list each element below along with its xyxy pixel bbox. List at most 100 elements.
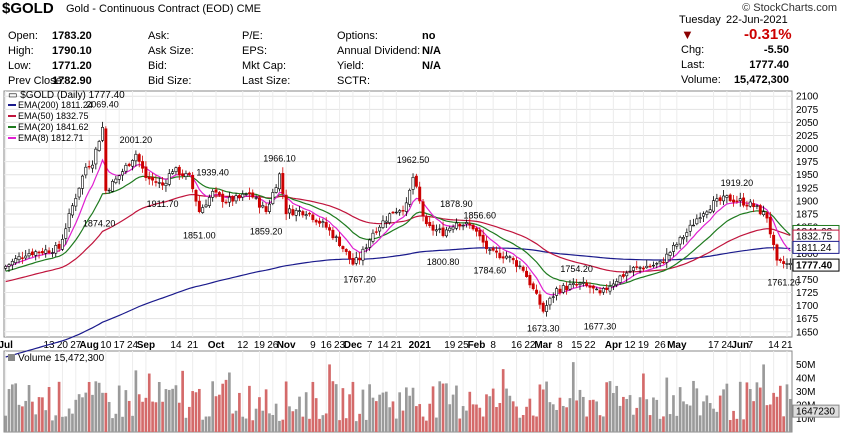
volume-bar: [328, 364, 331, 432]
volume-bar: [625, 398, 629, 432]
price-tag-label: 1811.24: [796, 243, 832, 254]
candle-body: [231, 196, 235, 202]
date-weekday: Tuesday: [679, 14, 721, 26]
y-tick-label: 2050: [796, 118, 819, 129]
volume-bar: [755, 382, 759, 432]
volume-bar: [241, 416, 245, 432]
candle-body: [451, 226, 455, 230]
volume-bar: [435, 417, 438, 432]
candle-body: [374, 231, 378, 233]
candle-body: [628, 270, 632, 273]
copyright-link[interactable]: © StockCharts.com: [742, 2, 837, 14]
volume-bar: [41, 397, 44, 432]
candle-body: [715, 198, 719, 202]
x-tick-label: 8: [490, 340, 496, 351]
volume-tick-label: 50M: [796, 360, 815, 371]
candle-body: [141, 161, 145, 169]
volume-bar: [248, 385, 251, 432]
candle-body: [40, 251, 44, 254]
candle-body: [277, 173, 281, 190]
x-tick-label: 26: [267, 340, 279, 351]
candle-body: [114, 178, 118, 183]
candle-body: [538, 294, 542, 305]
candle-body: [758, 205, 762, 215]
quote-value: 1782.90: [52, 75, 92, 87]
volume-bar: [34, 414, 38, 432]
candle-body: [585, 282, 589, 286]
x-tick-label: 16: [511, 340, 523, 351]
candle-body: [328, 227, 332, 231]
volume-bar: [738, 381, 742, 432]
volume-bar: [254, 408, 258, 432]
volume-bar: [518, 417, 522, 432]
y-tick-label: 2025: [796, 131, 819, 142]
volume-bar: [211, 381, 215, 432]
candle-body: [618, 275, 622, 283]
candle-body: [131, 160, 135, 167]
volume-bar: [705, 395, 709, 432]
x-tick-label: Jun: [731, 340, 749, 351]
candle-body: [381, 220, 385, 228]
candle-body: [738, 198, 742, 201]
x-tick-label: 14: [768, 340, 780, 351]
candle-body: [67, 213, 71, 228]
candle-body: [408, 189, 412, 205]
volume-bar: [595, 401, 599, 432]
volume-bar: [478, 407, 482, 432]
quote-value: N/A: [422, 60, 441, 72]
volume-bar: [194, 392, 198, 432]
price-annotation: 1754.20: [560, 264, 593, 274]
volume-bar: [622, 396, 625, 432]
candle-body: [341, 246, 345, 250]
x-tick-label: Mar: [534, 340, 552, 351]
volume-bar: [371, 397, 375, 432]
candle-body: [311, 214, 315, 220]
volume-bar: [288, 406, 291, 432]
volume-bar: [358, 413, 361, 432]
candle-body: [742, 197, 746, 206]
candle-body: [154, 181, 158, 183]
volume-tick-label: 30M: [796, 387, 815, 398]
volume-bar: [418, 404, 422, 432]
volume-bar: [97, 382, 101, 432]
x-tick-label: 22: [524, 340, 536, 351]
candle-body: [511, 258, 515, 261]
quote-label: EPS:: [242, 45, 268, 57]
volume-bar: [47, 387, 51, 432]
quote-label: Ask Size:: [148, 45, 194, 57]
volume-bar: [224, 379, 228, 432]
volume-bar: [588, 400, 592, 432]
volume-bar: [197, 388, 201, 432]
quote-value: 1777.40: [749, 59, 789, 71]
volume-bar: [545, 381, 548, 432]
quote-label: Last:: [681, 59, 705, 71]
volume-bar: [238, 392, 241, 432]
volume-bar: [668, 414, 672, 432]
volume-bar: [221, 383, 225, 432]
quote-label: Last Size:: [242, 75, 291, 87]
candle-body: [80, 175, 84, 189]
candle-body: [211, 191, 215, 198]
volume-bar: [658, 418, 662, 432]
volume-bar: [685, 404, 689, 432]
x-tick-label: 20: [57, 340, 69, 351]
candle-body: [47, 250, 51, 253]
candle-body: [601, 288, 605, 293]
quote-label: Bid Size:: [148, 75, 192, 87]
candle-body: [778, 259, 782, 262]
candle-body: [308, 212, 311, 215]
candle-body: [705, 211, 709, 215]
volume-bar: [281, 419, 285, 432]
volume-bar: [485, 394, 488, 432]
volume-bar: [778, 385, 782, 432]
volume-bar: [762, 364, 765, 432]
candle-body: [167, 173, 171, 185]
candle-body: [535, 289, 539, 294]
volume-bar: [398, 392, 402, 432]
candle-body: [77, 187, 81, 198]
volume-bar: [505, 388, 508, 432]
candle-body: [334, 236, 338, 238]
candle-body: [631, 267, 635, 271]
candle-body: [762, 211, 766, 216]
candle-body: [394, 211, 398, 214]
